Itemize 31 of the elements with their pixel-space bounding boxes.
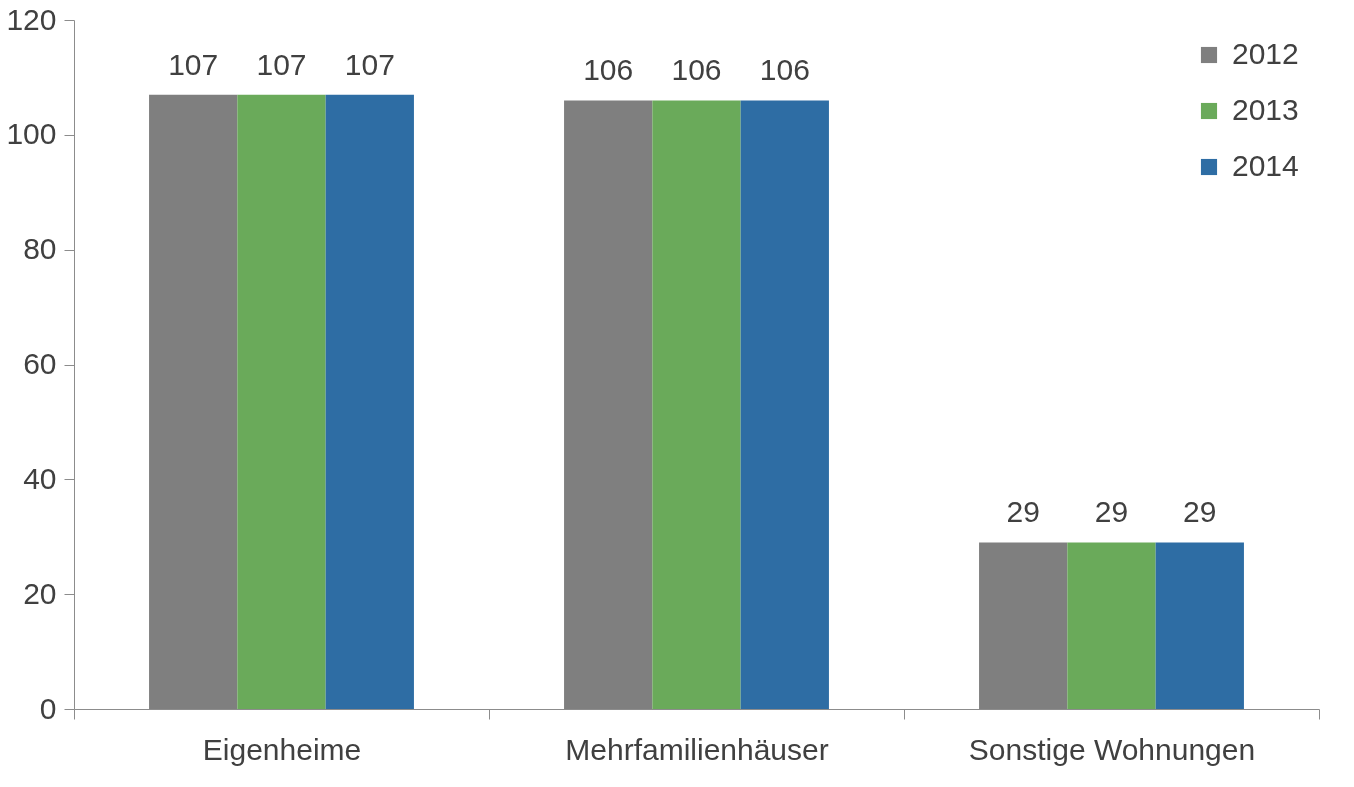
data-label: 107 [344,47,395,81]
bar [979,542,1068,709]
y-tick-label: 80 [23,232,57,266]
data-label: 107 [256,47,307,81]
bar [149,94,238,709]
y-tick-label: 100 [6,117,57,151]
data-label: 29 [1094,495,1129,529]
y-tick-label: 60 [23,347,57,380]
data-label: 107 [168,47,219,81]
x-tick-label: Sonstige Wohnungen [968,732,1256,766]
x-tick-label: Mehrfamilienhäuser [565,732,829,766]
data-label: 106 [583,53,634,87]
bar [740,100,829,709]
bar [564,100,653,709]
legend-label: 2013 [1232,93,1299,126]
legend-label: 2014 [1232,149,1299,182]
data-label: 106 [759,53,810,87]
data-label: 106 [671,53,722,87]
bar [1067,542,1156,709]
data-label: 29 [1183,495,1217,529]
y-tick-label: 120 [6,2,57,36]
y-tick-label: 0 [39,691,57,725]
y-tick-label: 40 [23,461,57,495]
legend-label: 2012 [1232,37,1299,70]
bar [237,94,326,709]
x-tick-label: Eigenheime [202,732,362,766]
bar [325,94,414,709]
bar [652,100,741,709]
bar [1155,542,1244,709]
data-label: 29 [1006,495,1040,529]
y-tick-label: 20 [23,576,57,610]
